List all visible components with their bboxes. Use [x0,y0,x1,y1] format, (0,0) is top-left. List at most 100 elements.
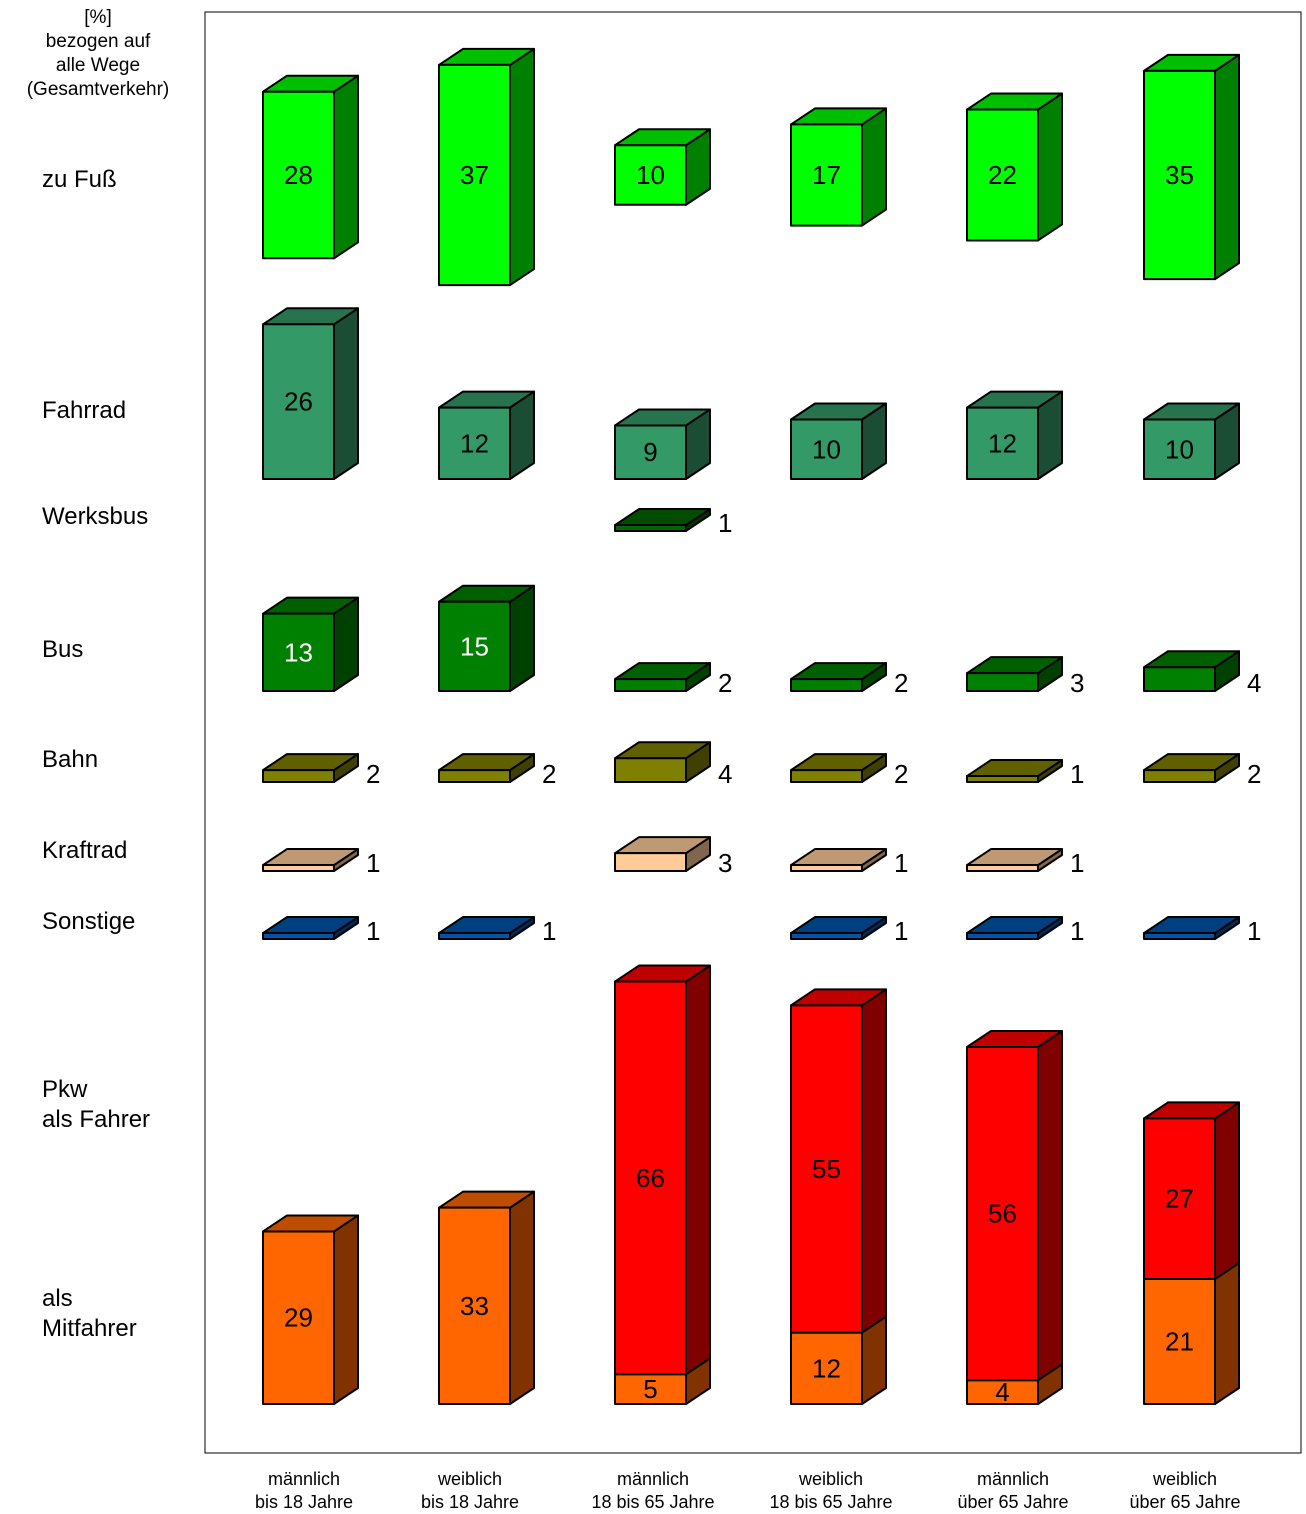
bar-side [333,307,359,480]
unit-label: [%] bezogen auf alle Wege (Gesamtverkehr… [26,7,170,100]
data-label: 4 [995,1377,1009,1407]
data-label: 1 [1070,916,1084,946]
bar-front [438,769,511,783]
data-label: 1 [894,916,908,946]
bar-front [1143,666,1216,692]
bar-front [262,769,335,783]
bar-front [614,144,687,206]
bar-side [509,584,535,692]
bar-side [685,964,711,1376]
row-label-bahn: Bahn [42,746,99,773]
bar-side [861,988,887,1334]
data-label: 10 [636,160,665,190]
bar-side [509,47,535,287]
bar-side [1214,1262,1240,1405]
bar-front [614,524,687,532]
data-label: 1 [1247,916,1261,946]
category-label: weiblich 18 bis 65 Jahre [769,1469,893,1512]
plot-frame [204,11,1302,1454]
data-label: 3 [718,848,732,878]
bar-side [333,74,359,260]
row-label-werksbus: Werksbus [42,503,149,530]
category-label: weiblich bis 18 Jahre [420,1469,520,1512]
data-label: 56 [988,1199,1017,1229]
bar-front [262,1230,335,1405]
data-label: 1 [1070,759,1084,789]
data-label: 27 [1165,1184,1194,1214]
data-label: 37 [460,160,489,190]
row-label-fahrrad: Fahrrad [42,397,127,424]
bar-front [1143,932,1216,940]
data-label: 33 [460,1291,489,1321]
bar-side [1214,53,1240,281]
data-label: 2 [718,668,732,698]
data-label: 28 [284,160,313,190]
bar-front [262,612,335,692]
bar-front [790,769,863,783]
row-label-bus: Bus [42,636,84,663]
data-label: 55 [812,1154,841,1184]
data-label: 13 [284,637,313,667]
data-label: 66 [636,1163,665,1193]
bar-front [614,678,687,692]
data-label: 21 [1165,1327,1194,1357]
bar-front [262,323,335,480]
bar-front [790,864,863,872]
data-label: 17 [812,160,841,190]
row-label-pkw-fahrer: Pkw als Fahrer [42,1076,151,1133]
bar-front [966,406,1039,480]
data-label: 2 [894,759,908,789]
bar-side [1037,1030,1063,1382]
bar-front [438,600,511,692]
category-label: weiblich über 65 Jahre [1129,1469,1241,1512]
data-label: 2 [366,759,380,789]
bar-front [614,424,687,480]
data-label: 1 [894,848,908,878]
data-label: 10 [1165,434,1194,464]
data-label: 2 [542,759,556,789]
bar-front [790,1004,863,1334]
bar-front [438,1206,511,1405]
bar-front [966,108,1039,242]
data-label: 1 [718,508,732,538]
bar-front [966,672,1039,692]
bar-side [509,1190,535,1405]
bar-front [438,63,511,287]
bar-front [262,864,335,872]
category-label: männlich über 65 Jahre [957,1469,1069,1512]
bar-front [1143,418,1216,480]
data-label: 35 [1165,160,1194,190]
bar-front [438,406,511,480]
data-label: 2 [894,668,908,698]
bar-front [966,1046,1039,1382]
data-label: 5 [643,1374,657,1404]
data-label: 29 [284,1303,313,1333]
data-label: 15 [460,631,489,661]
data-label: 1 [366,916,380,946]
bar-front [790,418,863,480]
bar-front [966,775,1039,783]
bar-side [1214,1101,1240,1281]
bar-front [790,123,863,227]
data-label: 12 [812,1353,841,1383]
bar-front [262,90,335,260]
bar-front [1143,1117,1216,1281]
bar-front [790,932,863,940]
data-label: 10 [812,434,841,464]
bar-front [1143,69,1216,281]
bar-front [966,864,1039,872]
bar-front [966,932,1039,940]
data-label: 12 [988,428,1017,458]
data-label: 26 [284,387,313,417]
row-label-kraftrad: Kraftrad [42,837,128,864]
bar-front [1143,769,1216,783]
bar-side [333,1214,359,1405]
bar-front [790,678,863,692]
bar-front [262,932,335,940]
data-label: 1 [542,916,556,946]
data-label: 4 [718,759,732,789]
row-label-mitfahrer: als Mitfahrer [42,1285,137,1342]
bar-front [614,852,687,872]
